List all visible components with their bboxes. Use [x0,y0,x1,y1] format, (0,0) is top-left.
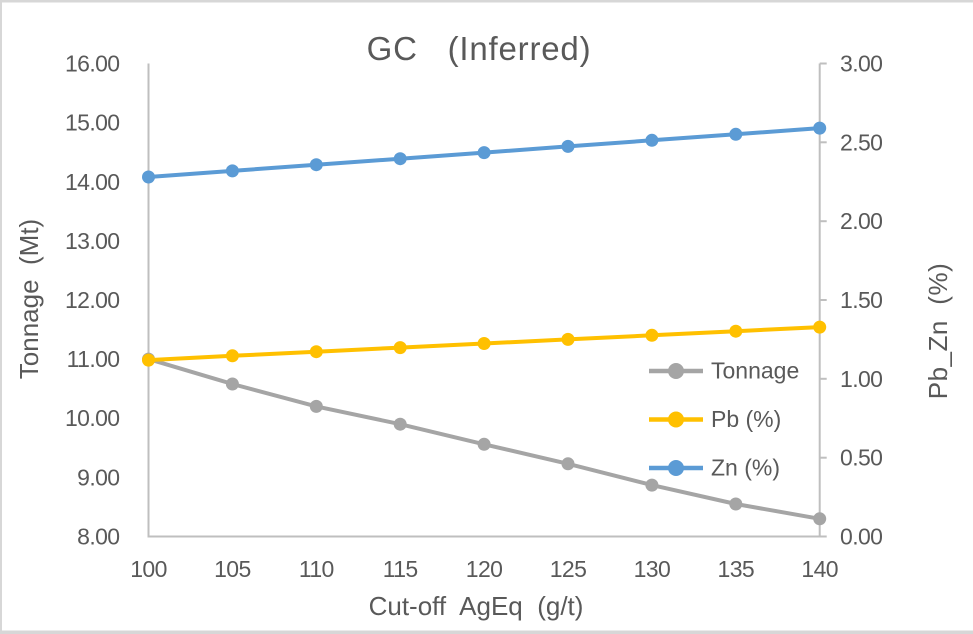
svg-text:120: 120 [466,556,503,582]
svg-text:1.50: 1.50 [840,287,882,313]
svg-text:2.00: 2.00 [840,208,882,234]
svg-text:125: 125 [550,556,587,582]
svg-text:12.00: 12.00 [65,287,120,313]
svg-text:10.00: 10.00 [65,405,120,431]
svg-text:GC (Inferred): GC (Inferred) [367,30,592,67]
svg-text:Cut-off AgEq (g/t): Cut-off AgEq (g/t) [369,591,584,621]
svg-text:115: 115 [383,556,418,582]
svg-text:Pb_Zn (%): Pb_Zn (%) [923,263,953,400]
svg-text:0.50: 0.50 [840,445,882,471]
svg-text:14.00: 14.00 [65,169,120,195]
svg-text:Zn (%): Zn (%) [711,455,780,481]
svg-text:Tonnage (Mt): Tonnage (Mt) [14,219,44,379]
svg-text:11.00: 11.00 [67,346,120,372]
svg-text:100: 100 [130,556,167,582]
svg-text:15.00: 15.00 [65,110,120,136]
svg-text:105: 105 [214,556,251,582]
svg-text:2.50: 2.50 [840,129,882,155]
svg-text:8.00: 8.00 [77,524,119,550]
svg-text:9.00: 9.00 [77,464,119,490]
svg-text:135: 135 [718,556,755,582]
svg-text:130: 130 [634,556,671,582]
svg-text:1.00: 1.00 [840,366,882,392]
svg-text:13.00: 13.00 [65,228,120,254]
svg-text:110: 110 [299,556,334,582]
svg-text:140: 140 [801,556,838,582]
svg-text:Tonnage: Tonnage [711,358,799,384]
svg-text:3.00: 3.00 [840,51,882,77]
svg-text:16.00: 16.00 [65,51,120,77]
svg-text:Pb (%): Pb (%) [711,406,781,432]
svg-text:0.00: 0.00 [840,524,882,550]
